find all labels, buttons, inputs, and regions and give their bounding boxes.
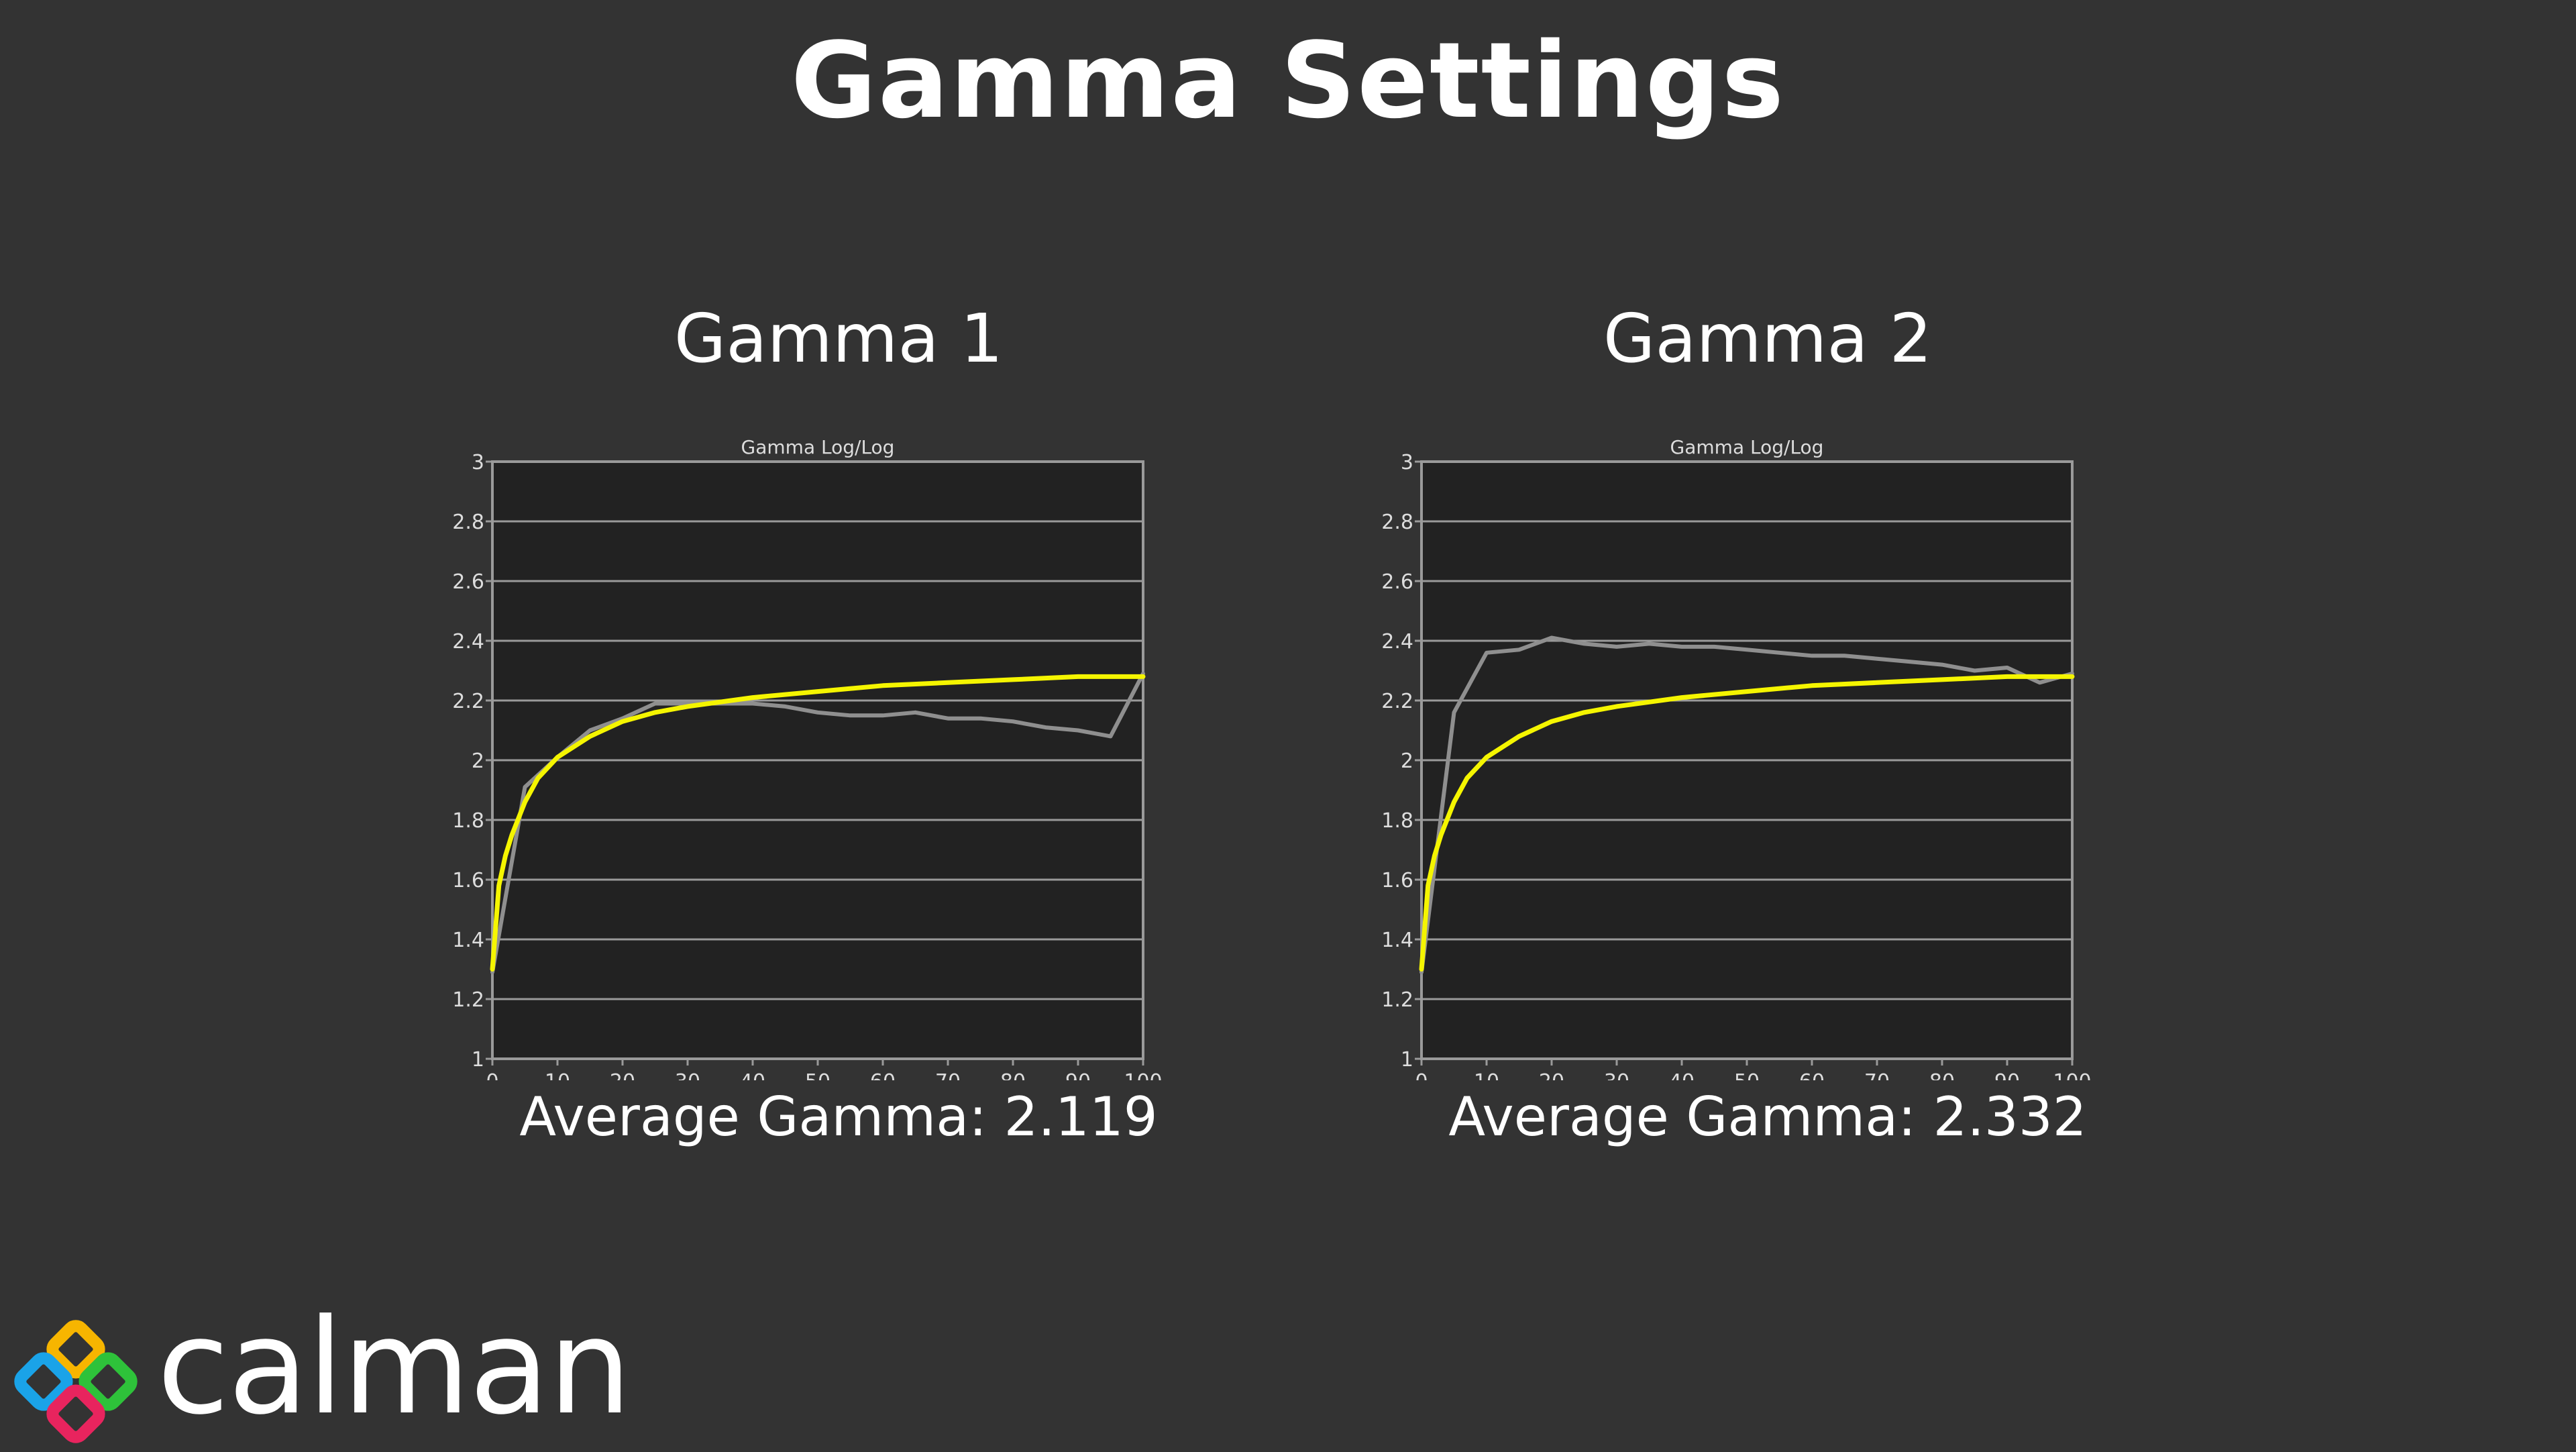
y-tick-label: 1.8 [1381,809,1413,833]
y-tick-label: 1 [1401,1048,1413,1072]
y-tick-label: 1 [472,1048,484,1072]
y-tick-label: 3 [1401,451,1413,474]
x-tick-label: 60 [1799,1070,1825,1080]
y-tick-label: 1.4 [452,929,484,952]
y-tick-label: 2.2 [452,690,484,713]
y-tick-label: 2.2 [1381,690,1413,713]
x-tick-label: 70 [1864,1070,1890,1080]
x-tick-label: 30 [1604,1070,1629,1080]
logo-wordmark: calman [157,1291,632,1444]
x-tick-label: 40 [740,1070,765,1080]
target-gamma-line [490,674,1146,972]
x-tick-label: 50 [1734,1070,1760,1080]
x-tick-label: 20 [1539,1070,1564,1080]
chart-heading: Gamma 2 [1603,299,1933,378]
y-tick-label: 1.8 [452,809,484,833]
x-tick-label: 100 [1124,1070,1162,1080]
y-tick-label: 1.6 [1381,869,1413,892]
x-tick-label: 70 [935,1070,961,1080]
y-tick-label: 1.6 [452,869,484,892]
x-tick-label: 20 [610,1070,635,1080]
y-tick-label: 1.2 [452,988,484,1012]
x-tick-label: 40 [1669,1070,1695,1080]
x-tick-label: 90 [1994,1070,2020,1080]
average-gamma-label: Average Gamma: 2.332 [1448,1086,2087,1148]
x-tick-label: 50 [805,1070,830,1080]
chart-panel-gamma-2: Gamma 2 Gamma Log/Log 1 1.2 1.4 1.6 1.8 2 2.2 2.… [1305,289,2231,1161]
chart-heading: Gamma 1 [674,299,1004,378]
y-tick-label: 2 [472,749,484,773]
y-tick-label: 3 [472,451,484,474]
x-tick-label: 10 [1474,1070,1499,1080]
x-tick-label: 80 [1929,1070,1955,1080]
x-tick-label: 90 [1065,1070,1091,1080]
y-tick-label: 1.4 [1381,929,1413,952]
x-tick-label: 10 [545,1070,570,1080]
x-tick-label: 0 [1415,1070,1428,1080]
x-tick-label: 100 [2053,1070,2091,1080]
page-title: Gamma Settings [790,19,1786,142]
x-tick-label: 30 [675,1070,700,1080]
measured-gamma-line [490,671,1145,974]
calman-diamond-logo-icon [14,1320,138,1443]
y-tick-label: 2.4 [1381,630,1413,654]
calman-logo: calman [5,1294,649,1443]
y-tick-label: 2.8 [452,511,484,534]
y-tick-label: 2.4 [452,630,484,654]
y-tick-label: 2.8 [1381,511,1413,534]
x-tick-label: 80 [1000,1070,1026,1080]
y-tick-label: 2 [1401,749,1413,773]
measured-gamma-line [1419,635,2074,974]
target-gamma-line [1419,674,2075,972]
y-tick-label: 2.6 [1381,570,1413,594]
x-tick-label: 60 [870,1070,896,1080]
gamma-2-chart: Gamma Log/Log 1 1.2 1.4 1.6 1.8 2 2.2 2.4 2.6 2.8 3… [1381,436,2091,1080]
chart-title: Gamma Log/Log [741,436,895,458]
gamma-1-chart: Gamma Log/Log 1 1.2 1.4 1.6 1.8 2 2.2 2.4 2.6 2.8 3… [452,436,1162,1080]
chart-panel-gamma-1: Gamma 1 Gamma Log/Log 1 1.2 1.4 1.6 1.8 2 2.2 2.… [376,289,1301,1161]
x-tick-label: 0 [486,1070,498,1080]
y-tick-label: 2.6 [452,570,484,594]
chart-title: Gamma Log/Log [1670,436,1824,458]
y-tick-label: 1.2 [1381,988,1413,1012]
average-gamma-label: Average Gamma: 2.119 [519,1086,1158,1148]
